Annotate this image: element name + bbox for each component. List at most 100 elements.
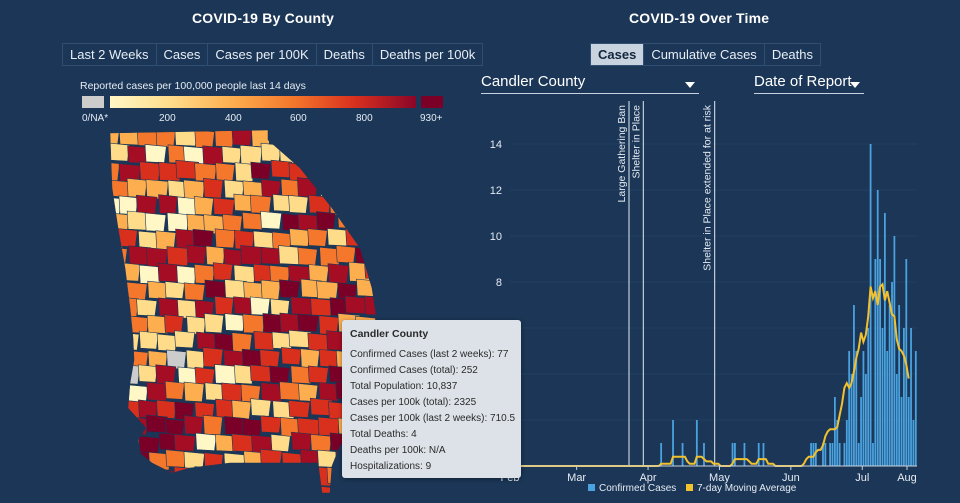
county-shape[interactable]: [109, 142, 130, 162]
county-shape[interactable]: [281, 451, 303, 472]
county-shape[interactable]: [137, 364, 158, 383]
county-shape[interactable]: [384, 197, 400, 215]
county-shape[interactable]: [308, 194, 332, 214]
county-shape[interactable]: [158, 194, 178, 215]
county-shape[interactable]: [357, 210, 378, 230]
county-shape[interactable]: [258, 485, 283, 498]
county-shape[interactable]: [364, 261, 386, 280]
county-shape[interactable]: [249, 194, 272, 214]
county-shape[interactable]: [110, 449, 131, 471]
county-shape[interactable]: [194, 366, 216, 385]
county-shape[interactable]: [308, 162, 329, 182]
county-shape[interactable]: [212, 197, 235, 216]
county-shape[interactable]: [107, 212, 130, 231]
county-shape[interactable]: [365, 197, 385, 217]
county-shape[interactable]: [221, 382, 244, 402]
county-shape[interactable]: [176, 265, 197, 286]
county-shape[interactable]: [327, 228, 350, 247]
county-shape[interactable]: [318, 349, 339, 368]
county-shape[interactable]: [128, 315, 150, 334]
county-shape[interactable]: [146, 381, 169, 402]
county-shape[interactable]: [374, 176, 396, 195]
county-shape[interactable]: [375, 211, 395, 231]
county-shape[interactable]: [335, 245, 356, 264]
county-shape[interactable]: [356, 143, 378, 162]
county-shape[interactable]: [279, 279, 301, 299]
county-shape[interactable]: [253, 330, 276, 351]
county-select[interactable]: Candler County: [481, 73, 699, 94]
county-shape[interactable]: [272, 128, 293, 148]
county-shape[interactable]: [145, 485, 169, 498]
county-shape[interactable]: [117, 296, 139, 317]
county-shape[interactable]: [383, 162, 400, 180]
county-shape[interactable]: [214, 364, 238, 385]
county-shape[interactable]: [385, 231, 400, 251]
county-shape[interactable]: [108, 415, 129, 434]
tab-cases[interactable]: Cases: [157, 44, 209, 65]
county-shape[interactable]: [396, 484, 400, 498]
county-shape[interactable]: [126, 178, 148, 198]
county-shape[interactable]: [239, 144, 263, 165]
county-shape[interactable]: [202, 414, 223, 436]
county-shape[interactable]: [307, 128, 329, 146]
county-shape[interactable]: [259, 448, 283, 468]
county-shape[interactable]: [174, 330, 196, 349]
county-shape[interactable]: [260, 279, 281, 300]
county-shape[interactable]: [164, 380, 185, 400]
county-shape[interactable]: [100, 161, 120, 182]
county-shape[interactable]: [110, 383, 131, 402]
county-shape[interactable]: [117, 363, 141, 385]
tab-cumulative-cases[interactable]: Cumulative Cases: [644, 44, 765, 65]
county-shape[interactable]: [363, 230, 386, 251]
county-shape[interactable]: [101, 433, 123, 452]
county-shape[interactable]: [316, 144, 338, 163]
county-shape[interactable]: [214, 466, 235, 487]
county-shape[interactable]: [214, 295, 234, 316]
county-shape[interactable]: [310, 433, 333, 452]
county-shape[interactable]: [186, 244, 207, 265]
county-shape[interactable]: [231, 433, 255, 453]
county-shape[interactable]: [290, 365, 314, 385]
county-shape[interactable]: [291, 431, 313, 452]
county-shape[interactable]: [128, 484, 151, 498]
county-shape[interactable]: [117, 432, 141, 452]
county-shape[interactable]: [345, 196, 367, 217]
county-shape[interactable]: [300, 485, 321, 498]
county-shape[interactable]: [374, 246, 396, 267]
county-shape[interactable]: [119, 466, 141, 486]
county-shape[interactable]: [223, 248, 244, 267]
county-shape[interactable]: [158, 469, 181, 488]
county-shape[interactable]: [204, 279, 229, 299]
tab-deaths-per-100k[interactable]: Deaths per 100k: [379, 47, 476, 62]
county-shape[interactable]: [223, 452, 246, 473]
county-shape[interactable]: [345, 161, 368, 180]
tab-cases-per-100k[interactable]: Cases per 100K: [208, 44, 317, 65]
county-shape[interactable]: [290, 129, 311, 147]
county-shape[interactable]: [205, 245, 226, 266]
date-type-select[interactable]: Date of Report: [754, 73, 864, 94]
county-shape[interactable]: [212, 262, 234, 281]
county-shape[interactable]: [396, 281, 400, 298]
county-shape[interactable]: [288, 400, 311, 418]
county-shape[interactable]: [386, 297, 400, 316]
county-shape[interactable]: [231, 399, 252, 420]
county-shape[interactable]: [136, 129, 160, 147]
county-shape[interactable]: [268, 468, 293, 487]
county-shape[interactable]: [375, 279, 398, 299]
county-shape[interactable]: [116, 228, 138, 248]
county-shape[interactable]: [100, 329, 120, 350]
county-shape[interactable]: [183, 282, 206, 301]
county-shape[interactable]: [318, 382, 341, 402]
county-shape[interactable]: [195, 432, 217, 451]
county-shape[interactable]: [136, 194, 158, 215]
county-shape[interactable]: [329, 161, 350, 181]
county-shape[interactable]: [249, 364, 274, 383]
county-shape[interactable]: [100, 128, 120, 147]
county-shape[interactable]: [394, 211, 400, 230]
county-shape[interactable]: [393, 178, 400, 197]
county-shape[interactable]: [269, 365, 291, 384]
county-shape[interactable]: [393, 249, 400, 268]
county-shape[interactable]: [125, 281, 148, 301]
county-shape[interactable]: [329, 128, 351, 147]
county-shape[interactable]: [338, 178, 359, 197]
